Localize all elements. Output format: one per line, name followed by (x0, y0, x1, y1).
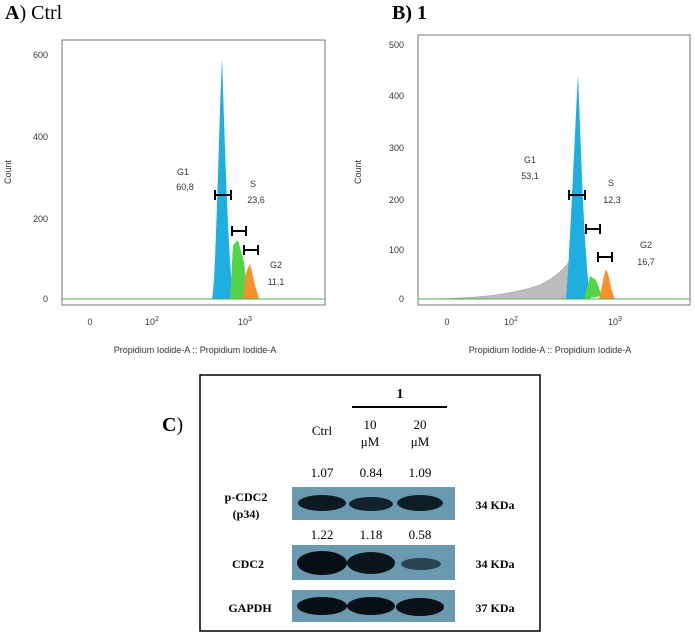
size-label: 34 KDa (476, 557, 515, 571)
text: 2 (514, 316, 518, 323)
text: 3 (618, 316, 622, 323)
y-tick-label: 300 (389, 143, 404, 153)
treatment-label: 1 (397, 387, 404, 402)
x-tick-label: 0 (87, 317, 92, 327)
gate-name: S (608, 178, 614, 188)
band-value: 0.58 (409, 527, 432, 542)
band-value: 1.07 (311, 465, 334, 480)
lane-dose: 10 (364, 417, 377, 432)
band (297, 551, 347, 575)
panel-title: C) (162, 414, 183, 436)
band-value: 0.84 (360, 465, 383, 480)
gate-name: G1 (177, 167, 189, 177)
panel-name: Ctrl (31, 2, 63, 24)
text: 10 (238, 317, 248, 327)
g1-peak (566, 74, 590, 299)
panel-letter: C (162, 414, 176, 436)
y-tick-label: 400 (33, 132, 48, 142)
gate-name: G1 (524, 155, 536, 165)
y-tick-label: 500 (389, 40, 404, 50)
s-peak (230, 240, 248, 299)
panel-letter: A (5, 2, 20, 24)
panel-title: A) Ctrl (5, 2, 63, 24)
panel-title: B) 1 (392, 2, 427, 24)
panel-letter: B (392, 2, 405, 24)
band-value: 1.22 (311, 527, 334, 542)
row-label: GAPDH (228, 601, 272, 615)
s-peak (584, 276, 602, 299)
y-tick-label: 100 (389, 245, 404, 255)
gate-name: S (250, 179, 256, 189)
text: 3 (248, 316, 252, 323)
gate-brackets (568, 190, 613, 262)
gate-value: 53,1 (521, 171, 539, 181)
y-axis-label: Count (3, 160, 13, 185)
g2-peak (243, 264, 259, 299)
y-axis-label: Count (353, 160, 363, 185)
panel-name: 1 (417, 2, 427, 24)
gate-value: 23,6 (247, 195, 265, 205)
band (297, 597, 347, 615)
band-value: 1.09 (409, 465, 432, 480)
size-label: 34 KDa (476, 498, 515, 512)
band (396, 598, 444, 616)
row-label: p-CDC2 (225, 490, 268, 504)
gate-value: 60,8 (176, 182, 194, 192)
g2-peak (599, 270, 615, 299)
y-tick-label: 400 (389, 91, 404, 101)
band (298, 495, 346, 511)
debris-area (429, 257, 585, 300)
x-tick-label: 103 (238, 316, 252, 327)
band (347, 597, 395, 615)
lane-label: Ctrl (312, 423, 333, 438)
size-label: 37 KDa (476, 601, 515, 615)
g1-peak (212, 58, 233, 299)
band (397, 495, 443, 511)
x-tick-label: 102 (504, 316, 518, 327)
text: 10 (608, 317, 618, 327)
x-tick-label: 0 (444, 317, 449, 327)
text: 10 (145, 317, 155, 327)
x-axis-label: Propidium Iodide-A :: Propidium Iodide-A (469, 345, 632, 355)
gate-brackets (214, 190, 259, 255)
gate-name: G2 (640, 240, 652, 250)
band-value: 1.18 (360, 527, 383, 542)
gate-name: G2 (270, 260, 282, 270)
plot-frame (61, 39, 326, 306)
x-tick-label: 102 (145, 316, 159, 327)
lane-unit: μM (361, 434, 380, 449)
lane-dose: 20 (414, 417, 427, 432)
gate-value: 16,7 (637, 257, 655, 267)
gate-value: 11,1 (268, 277, 285, 287)
x-tick-label: 103 (608, 316, 622, 327)
text: 2 (155, 316, 159, 323)
y-tick-label: 200 (389, 195, 404, 205)
band (347, 552, 395, 574)
y-tick-label: 0 (399, 294, 404, 304)
text: 10 (504, 317, 514, 327)
band (401, 558, 441, 570)
lane-unit: μM (411, 434, 430, 449)
band (349, 497, 393, 511)
y-tick-label: 200 (33, 214, 48, 224)
gate-value: 12,3 (603, 195, 621, 205)
y-tick-label: 0 (43, 294, 48, 304)
row-label: CDC2 (232, 557, 264, 571)
row-label: (p34) (233, 507, 260, 521)
y-tick-label: 600 (33, 50, 48, 60)
x-axis-label: Propidium Iodide-A :: Propidium Iodide-A (114, 345, 277, 355)
plot-frame (417, 34, 691, 306)
